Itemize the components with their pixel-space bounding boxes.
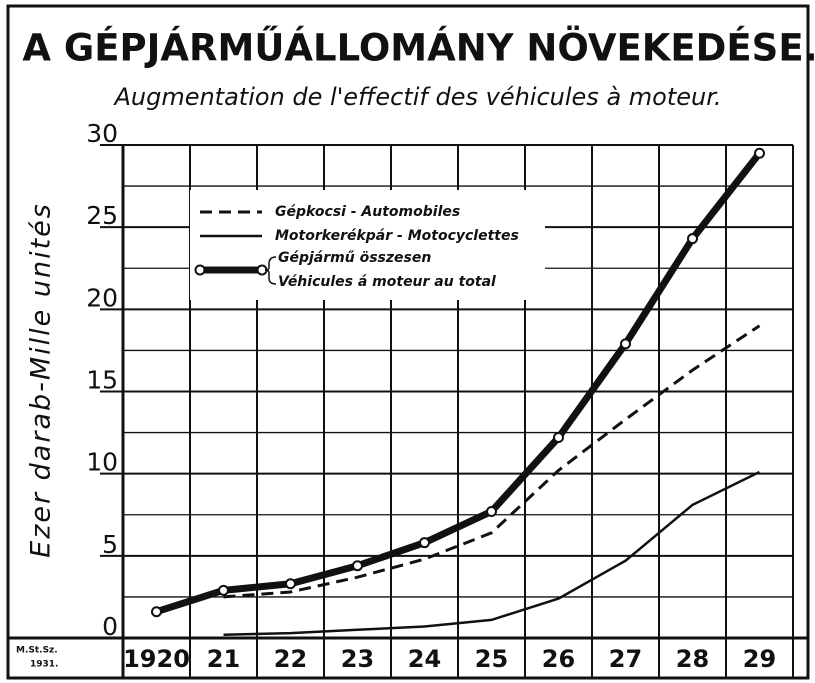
y-tick-label: 20 bbox=[86, 283, 118, 312]
legend-label: Gépkocsi - Automobiles bbox=[275, 204, 460, 220]
point-marker bbox=[553, 432, 564, 444]
point-marker bbox=[218, 584, 229, 596]
point-marker bbox=[620, 338, 631, 350]
y-tick-label: 25 bbox=[86, 201, 118, 230]
point-marker bbox=[687, 233, 698, 245]
legend-label: Motorkerékpár - Motocyclettes bbox=[275, 228, 519, 244]
y-axis-label: Ezer darab-Mille unités bbox=[26, 202, 57, 558]
y-tick-label: 15 bbox=[86, 366, 118, 395]
x-tick-label: 28 bbox=[676, 645, 709, 673]
chart-subtitle: Augmentation de l'effectif des véhicules… bbox=[112, 83, 721, 111]
x-tick-label: 29 bbox=[743, 645, 776, 673]
x-tick-label: 25 bbox=[475, 645, 508, 673]
y-tick-label: 10 bbox=[86, 448, 118, 477]
legend-box bbox=[190, 190, 545, 300]
y-tick-label: 0 bbox=[102, 612, 118, 641]
y-tick-label: 30 bbox=[86, 119, 118, 148]
point-marker bbox=[486, 505, 497, 517]
x-tick-label: 24 bbox=[408, 645, 441, 673]
source: 1931. bbox=[30, 660, 58, 670]
point-marker bbox=[285, 578, 296, 590]
legend-brace bbox=[264, 256, 277, 285]
point-marker bbox=[754, 147, 765, 159]
chart-title: A GÉPJÁRMŰÁLLOMÁNY NÖVEKEDÉSE. bbox=[22, 26, 815, 70]
point-marker bbox=[151, 606, 162, 618]
x-tick-label: 21 bbox=[207, 645, 240, 673]
legend-label: Véhicules á moteur au total bbox=[278, 274, 496, 290]
x-tick-label: 27 bbox=[609, 645, 642, 673]
legend-marker bbox=[194, 264, 206, 276]
frame bbox=[6, 4, 810, 680]
series-line bbox=[155, 151, 763, 616]
point-marker bbox=[419, 537, 430, 549]
legend-label: Gépjármű összesen bbox=[278, 250, 431, 266]
y-tick-label: 5 bbox=[102, 530, 118, 559]
source: M.St.Sz. bbox=[16, 646, 58, 656]
x-tick-label: 22 bbox=[274, 645, 307, 673]
series-line bbox=[223, 470, 761, 636]
x-tick-label: 23 bbox=[341, 645, 374, 673]
x-tick-label: 1920 bbox=[123, 645, 190, 673]
series-line bbox=[223, 324, 761, 599]
x-tick-label: 26 bbox=[542, 645, 575, 673]
point-marker bbox=[352, 560, 363, 572]
